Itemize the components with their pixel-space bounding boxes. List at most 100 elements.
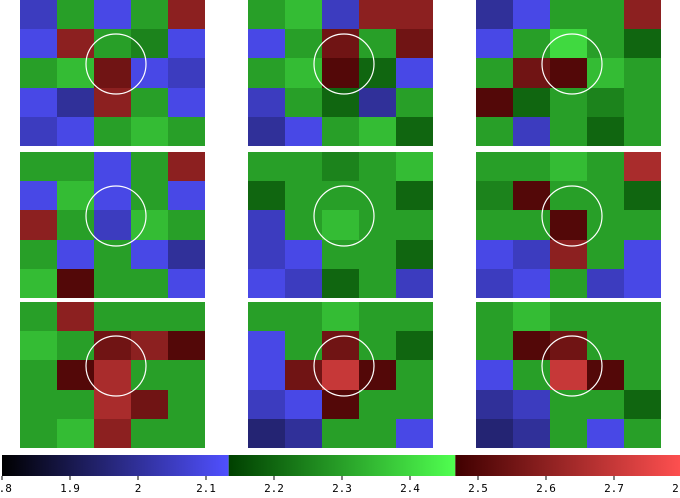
heatmap-cell xyxy=(587,117,624,146)
heatmap-cell xyxy=(476,152,513,181)
heatmap-cell xyxy=(513,390,550,419)
heatmap-cell xyxy=(587,29,624,58)
heatmap-cell xyxy=(285,419,322,448)
heatmap-cell xyxy=(587,210,624,240)
heatmap-cell xyxy=(20,360,57,390)
colorbar-tick-label: 2.4 xyxy=(400,482,420,495)
heatmap-cell xyxy=(359,0,396,29)
panel xyxy=(248,0,433,146)
heatmap-cell xyxy=(513,117,550,146)
heatmap-cell xyxy=(396,152,433,181)
aperture-circle xyxy=(541,185,603,247)
heatmap-cell xyxy=(94,181,131,210)
heatmap-cell xyxy=(587,269,624,298)
heatmap-cell xyxy=(359,240,396,269)
heatmap-cell xyxy=(94,210,131,240)
heatmap-cell xyxy=(513,302,550,331)
heatmap-cell xyxy=(20,152,57,181)
heatmap-cell xyxy=(168,88,205,117)
heatmap-cell xyxy=(513,152,550,181)
heatmap-cell xyxy=(476,302,513,331)
heatmap-cell xyxy=(285,390,322,419)
aperture-circle xyxy=(313,185,375,247)
heatmap-cell xyxy=(94,58,131,88)
heatmap-cell xyxy=(248,390,285,419)
colorbar-tick-label: 1.9 xyxy=(60,482,80,495)
heatmap-cell xyxy=(359,331,396,360)
heatmap-cell xyxy=(624,88,661,117)
heatmap-cell xyxy=(285,269,322,298)
heatmap-cell xyxy=(285,360,322,390)
heatmap-cell xyxy=(94,152,131,181)
heatmap-cell xyxy=(131,331,168,360)
heatmap-cell xyxy=(57,269,94,298)
heatmap-cell xyxy=(168,331,205,360)
heatmap-cell xyxy=(550,419,587,448)
heatmap-cell xyxy=(359,88,396,117)
heatmap-cell xyxy=(57,88,94,117)
aperture-circle xyxy=(313,33,375,95)
heatmap-cell xyxy=(248,29,285,58)
heatmap-cell xyxy=(57,117,94,146)
heatmap-cell xyxy=(131,419,168,448)
heatmap-cell xyxy=(57,419,94,448)
heatmap-cell xyxy=(359,117,396,146)
heatmap-cell xyxy=(131,88,168,117)
heatmap-cell xyxy=(131,240,168,269)
heatmap-cell xyxy=(587,302,624,331)
heatmap-cell xyxy=(359,181,396,210)
heatmap-cell xyxy=(168,210,205,240)
heatmap-cell xyxy=(513,269,550,298)
heatmap-cell xyxy=(20,302,57,331)
heatmap-cell xyxy=(550,181,587,210)
heatmap-cell xyxy=(476,88,513,117)
heatmap-cell xyxy=(168,269,205,298)
heatmap-cell xyxy=(94,29,131,58)
heatmap-cell xyxy=(168,181,205,210)
heatmap-cell xyxy=(131,152,168,181)
heatmap-cell xyxy=(248,58,285,88)
heatmap-cell xyxy=(513,88,550,117)
heatmap-cell xyxy=(550,360,587,390)
heatmap-cell xyxy=(359,210,396,240)
heatmap-cell xyxy=(396,360,433,390)
heatmap-cell xyxy=(248,331,285,360)
heatmap-cell xyxy=(476,360,513,390)
heatmap-cell xyxy=(131,117,168,146)
heatmap-cell xyxy=(476,390,513,419)
heatmap-cell xyxy=(322,419,359,448)
heatmap-cell xyxy=(57,360,94,390)
heatmap-cell xyxy=(587,240,624,269)
heatmap-cell xyxy=(20,390,57,419)
heatmap-cell xyxy=(322,331,359,360)
heatmap-cell xyxy=(513,240,550,269)
heatmap-cell xyxy=(396,181,433,210)
heatmap-cell xyxy=(94,0,131,29)
heatmap-cell xyxy=(359,29,396,58)
aperture-circle xyxy=(85,335,147,397)
heatmap-cell xyxy=(476,331,513,360)
heatmap-cell xyxy=(168,58,205,88)
heatmap-cell xyxy=(513,0,550,29)
heatmap-cell xyxy=(476,29,513,58)
heatmap-cell xyxy=(587,88,624,117)
heatmap-cell xyxy=(550,210,587,240)
heatmap-cell xyxy=(476,0,513,29)
colorbar-tick-label: 2 xyxy=(135,482,142,495)
heatmap-cell xyxy=(20,88,57,117)
heatmap-cell xyxy=(168,360,205,390)
heatmap-cell xyxy=(20,29,57,58)
heatmap-cell xyxy=(322,152,359,181)
heatmap-cell xyxy=(396,29,433,58)
panel xyxy=(248,302,433,448)
heatmap-cell xyxy=(285,117,322,146)
heatmap-cell xyxy=(624,210,661,240)
panel xyxy=(476,302,661,448)
heatmap-cell xyxy=(513,58,550,88)
colorbar-tick-label: 2.1 xyxy=(196,482,216,495)
heatmap-cell xyxy=(624,302,661,331)
heatmap-cell xyxy=(57,302,94,331)
heatmap-cell xyxy=(248,88,285,117)
